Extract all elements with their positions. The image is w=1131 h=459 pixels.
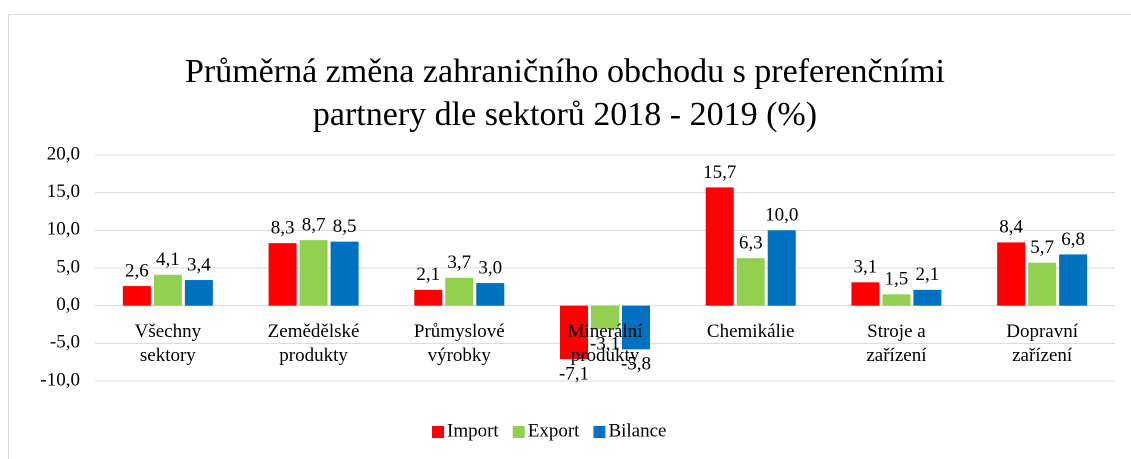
y-tick-label: 5,0	[56, 256, 80, 277]
x-tick-label: Dopravní zařízení	[1006, 320, 1079, 366]
bar	[560, 305, 588, 360]
chart-border	[8, 14, 1131, 459]
data-label: 3,7	[447, 252, 471, 273]
data-label: 8,3	[271, 217, 295, 238]
data-label: 5,7	[1030, 237, 1054, 258]
data-label: 15,7	[703, 162, 736, 183]
legend-label: Bilance	[608, 420, 666, 441]
y-tick-label: 10,0	[47, 219, 80, 240]
bar	[268, 243, 297, 306]
x-tick-label: Chemikálie	[706, 320, 795, 342]
bar	[767, 230, 796, 306]
legend-swatch	[512, 426, 525, 438]
bar	[184, 280, 213, 306]
x-tick-label: Průmyslové výrobky	[413, 320, 505, 366]
bar	[299, 240, 328, 306]
data-label: 6,3	[739, 233, 763, 254]
y-tick-label: -10,0	[40, 369, 80, 390]
bar	[476, 283, 505, 306]
data-label: 3,4	[187, 254, 211, 275]
data-label: 10,0	[765, 205, 798, 226]
data-label: 2,1	[916, 264, 940, 285]
bar	[705, 187, 734, 306]
y-tick-label: -5,0	[50, 332, 80, 353]
x-tick-label: Zemědělské produkty	[267, 320, 360, 366]
data-label: 2,6	[125, 260, 149, 281]
data-label: 1,5	[885, 269, 909, 290]
x-tick-label: Minerální produkty	[567, 320, 643, 366]
data-label: 6,8	[1061, 229, 1085, 250]
legend-swatch	[593, 426, 606, 438]
bar	[1059, 254, 1088, 306]
bar	[736, 258, 765, 306]
data-label: -5,8	[621, 354, 651, 375]
bar	[445, 277, 474, 306]
bar	[851, 282, 880, 306]
data-label: 3,0	[478, 257, 502, 278]
data-label: 8,7	[302, 214, 326, 235]
legend-label: Import	[447, 420, 499, 441]
data-label: -7,1	[559, 364, 589, 385]
y-tick-label: 0,0	[56, 294, 80, 315]
legend-swatch	[432, 426, 444, 438]
data-label: 4,1	[156, 249, 180, 270]
bar	[414, 289, 443, 306]
bar	[882, 294, 911, 306]
x-tick-label: Stroje a zařízení	[866, 320, 927, 366]
data-label: 2,1	[416, 264, 440, 285]
bar	[1028, 262, 1057, 306]
data-label: 8,5	[333, 216, 357, 237]
bar	[122, 286, 151, 306]
legend-label: Export	[528, 420, 580, 441]
y-tick-label: 15,0	[47, 181, 80, 202]
data-label: -3,1	[590, 333, 620, 354]
bar	[622, 305, 650, 350]
bar	[591, 305, 619, 330]
data-label: 3,1	[854, 257, 878, 278]
x-tick-label: Všechny sektory	[134, 320, 202, 366]
data-label: 8,4	[999, 217, 1023, 238]
bar	[153, 274, 182, 306]
y-tick-label: 20,0	[47, 143, 80, 164]
chart-title: Průměrná změna zahraničního obchodu s pr…	[185, 53, 945, 133]
bar	[330, 241, 359, 306]
bar	[913, 289, 942, 306]
bar	[997, 242, 1026, 306]
